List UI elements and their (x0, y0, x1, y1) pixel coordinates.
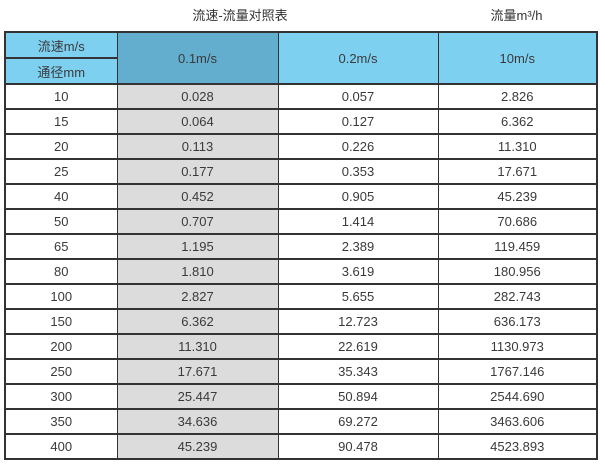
header-col-0-1ms: 0.1m/s (116, 31, 279, 85)
cell-flow-0-2ms: 5.655 (277, 283, 439, 310)
cell-flow-10ms: 1130.973 (437, 333, 598, 360)
cell-flow-0-1ms: 17.671 (116, 358, 279, 385)
cell-diameter: 400 (4, 433, 118, 460)
table-title: 流速-流量对照表 (192, 8, 288, 23)
cell-flow-0-1ms: 11.310 (116, 333, 279, 360)
cell-flow-0-1ms: 45.239 (116, 433, 279, 460)
cell-diameter: 25 (4, 158, 118, 185)
cell-flow-10ms: 17.671 (437, 158, 598, 185)
cell-flow-0-1ms: 6.362 (116, 308, 279, 335)
cell-flow-0-2ms: 0.057 (277, 83, 439, 110)
cell-diameter: 10 (4, 83, 118, 110)
cell-diameter: 150 (4, 308, 118, 335)
cell-flow-0-1ms: 0.177 (116, 158, 279, 185)
cell-flow-0-1ms: 0.028 (116, 83, 279, 110)
cell-flow-10ms: 2544.690 (437, 383, 598, 410)
cell-flow-0-1ms: 0.113 (116, 133, 279, 160)
cell-diameter: 80 (4, 258, 118, 285)
cell-flow-0-2ms: 12.723 (277, 308, 439, 335)
cell-flow-10ms: 70.686 (437, 208, 598, 235)
header-velocity-label: 流速m/s (4, 31, 118, 59)
cell-diameter: 350 (4, 408, 118, 435)
cell-flow-10ms: 2.826 (437, 83, 598, 110)
table-row: 40 0.452 0.905 45.239 (4, 183, 598, 210)
table-row: 10 0.028 0.057 2.826 (4, 83, 598, 110)
table-row: 150 6.362 12.723 636.173 (4, 308, 598, 335)
table-row: 80 1.810 3.619 180.956 (4, 258, 598, 285)
cell-flow-0-2ms: 0.127 (277, 108, 439, 135)
cell-diameter: 65 (4, 233, 118, 260)
cell-flow-0-1ms: 0.452 (116, 183, 279, 210)
cell-flow-0-2ms: 90.478 (277, 433, 439, 460)
cell-flow-0-1ms: 34.636 (116, 408, 279, 435)
table-header: 流速m/s 0.1m/s 0.2m/s 10m/s 通径mm (4, 31, 598, 85)
cell-diameter: 200 (4, 333, 118, 360)
cell-flow-0-2ms: 22.619 (277, 333, 439, 360)
header-row-bottom: 通径mm (4, 57, 597, 85)
cell-flow-10ms: 6.362 (437, 108, 598, 135)
cell-flow-10ms: 119.459 (437, 233, 598, 260)
cell-flow-0-2ms: 1.414 (277, 208, 439, 235)
cell-flow-0-2ms: 0.353 (277, 158, 439, 185)
cell-flow-10ms: 282.743 (437, 283, 598, 310)
cell-flow-10ms: 180.956 (437, 258, 598, 285)
cell-flow-0-2ms: 3.619 (277, 258, 439, 285)
cell-diameter: 20 (4, 133, 118, 160)
header-col-0-2ms: 0.2m/s (277, 31, 439, 85)
header-diameter-label: 通径mm (4, 57, 118, 85)
cell-flow-0-2ms: 35.343 (277, 358, 439, 385)
cell-flow-10ms: 1767.146 (437, 358, 598, 385)
cell-flow-0-1ms: 0.707 (116, 208, 279, 235)
cell-flow-0-1ms: 0.064 (116, 108, 279, 135)
header-row-top: 流速m/s 0.1m/s 0.2m/s 10m/s (4, 31, 598, 85)
cell-flow-0-1ms: 1.810 (116, 258, 279, 285)
cell-diameter: 15 (4, 108, 118, 135)
cell-flow-10ms: 45.239 (437, 183, 598, 210)
cell-flow-10ms: 3463.606 (437, 408, 598, 435)
cell-diameter: 40 (4, 183, 118, 210)
cell-flow-10ms: 636.173 (437, 308, 598, 335)
cell-flow-0-2ms: 0.905 (277, 183, 439, 210)
flow-rate-table: 流速m/s 0.1m/s 0.2m/s 10m/s 通径mm 10 0.028 0.… (4, 31, 598, 460)
cell-flow-0-1ms: 25.447 (116, 383, 279, 410)
header-col-10ms: 10m/s (437, 31, 598, 85)
flow-unit-title: 流量m³/h (490, 8, 543, 23)
table-row: 15 0.064 0.127 6.362 (4, 108, 598, 135)
cell-diameter: 300 (4, 383, 118, 410)
table-row: 65 1.195 2.389 119.459 (4, 233, 598, 260)
table-row: 25 0.177 0.353 17.671 (4, 158, 598, 185)
cell-flow-0-1ms: 2.827 (116, 283, 279, 310)
cell-flow-0-2ms: 2.389 (277, 233, 439, 260)
cell-flow-10ms: 11.310 (437, 133, 598, 160)
table-row: 300 25.447 50.894 2544.690 (4, 383, 598, 410)
cell-flow-0-2ms: 0.226 (277, 133, 439, 160)
cell-flow-0-1ms: 1.195 (116, 233, 279, 260)
table-row: 350 34.636 69.272 3463.606 (4, 408, 598, 435)
table-row: 20 0.113 0.226 11.310 (4, 133, 598, 160)
table-row: 250 17.671 35.343 1767.146 (4, 358, 598, 385)
cell-diameter: 100 (4, 283, 118, 310)
table-row: 100 2.827 5.655 282.743 (4, 283, 598, 310)
cell-flow-0-2ms: 69.272 (277, 408, 439, 435)
cell-diameter: 50 (4, 208, 118, 235)
table-row: 50 0.707 1.414 70.686 (4, 208, 598, 235)
table-body: 10 0.028 0.057 2.826 15 0.064 0.127 6.362 20 0.11… (4, 83, 598, 460)
table-row: 200 11.310 22.619 1130.973 (4, 333, 598, 360)
cell-diameter: 250 (4, 358, 118, 385)
cell-flow-0-2ms: 50.894 (277, 383, 439, 410)
table-row: 400 45.239 90.478 4523.893 (4, 433, 598, 460)
cell-flow-10ms: 4523.893 (437, 433, 598, 460)
